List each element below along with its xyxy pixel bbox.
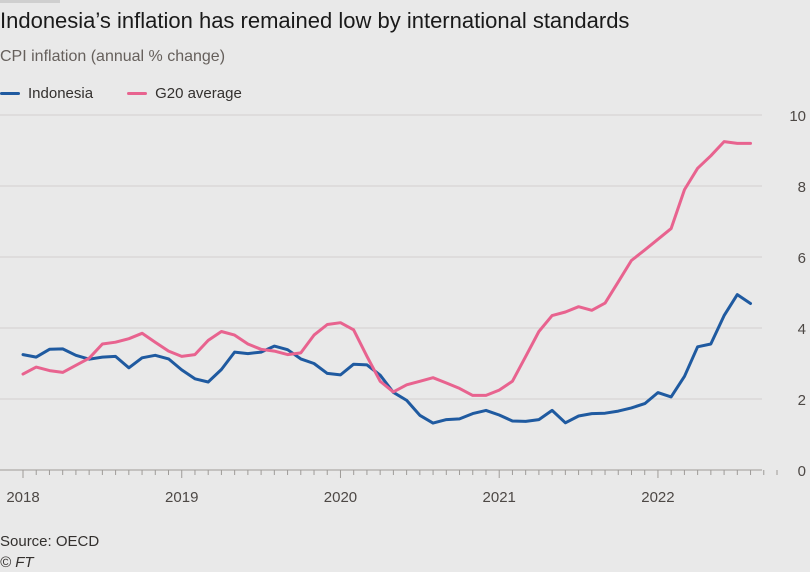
series-line-indonesia bbox=[21, 293, 752, 425]
x-tick-label-2018: 2018 bbox=[6, 489, 39, 506]
chart-subtitle: CPI inflation (annual % change) bbox=[0, 48, 226, 65]
legend-label-indonesia: Indonesia bbox=[28, 85, 94, 102]
x-tick-label-2022: 2022 bbox=[641, 489, 674, 506]
y-tick-label-0: 0 bbox=[798, 463, 806, 480]
y-tick-label-6: 6 bbox=[798, 250, 806, 267]
x-tick-label-2021: 2021 bbox=[483, 489, 516, 506]
legend-label-g20: G20 average bbox=[155, 85, 242, 102]
legend-swatch-indonesia bbox=[0, 92, 20, 95]
chart-title: Indonesia’s inflation has remained low b… bbox=[0, 8, 630, 33]
source-note: Source: OECD bbox=[0, 533, 100, 550]
y-tick-label-2: 2 bbox=[798, 392, 806, 409]
line-chart: 0 2 4 6 8 10 2018 2019 2020 2021 2022 bbox=[0, 108, 806, 506]
y-tick-label-10: 10 bbox=[789, 108, 806, 125]
y-tick-label-8: 8 bbox=[798, 179, 806, 196]
legend-swatch-g20 bbox=[127, 92, 148, 95]
ft-credit: © FT bbox=[0, 554, 34, 571]
legend-item-indonesia: Indonesia bbox=[0, 85, 93, 102]
x-tick-label-2020: 2020 bbox=[324, 489, 357, 506]
legend-item-g20: G20 average bbox=[127, 85, 242, 102]
y-tick-label-4: 4 bbox=[798, 321, 806, 338]
top-rule bbox=[0, 0, 60, 3]
x-tick-label-2019: 2019 bbox=[165, 489, 198, 506]
series-line-g20-average bbox=[21, 140, 752, 397]
legend: Indonesia G20 average bbox=[0, 85, 242, 102]
